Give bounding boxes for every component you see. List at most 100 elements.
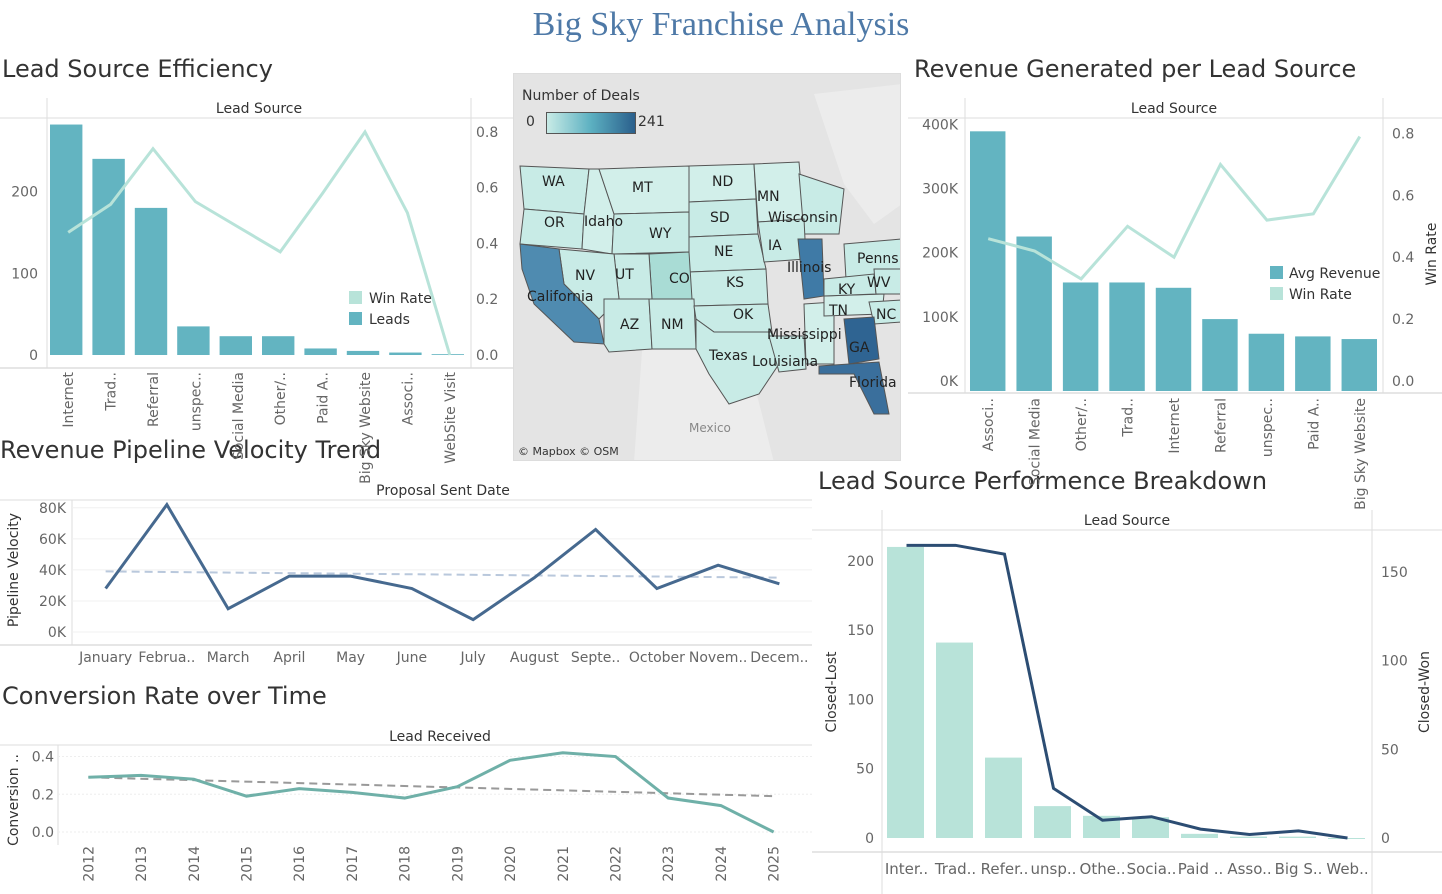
state-label: Wisconsin (768, 210, 838, 226)
state-label: GA (849, 340, 870, 356)
y-tick-left: 200 (847, 554, 874, 570)
x-tick-label: Trad.. (1121, 398, 1137, 438)
state-label: NM (661, 317, 684, 333)
state-louisiana (768, 335, 807, 373)
panel-title-revenue-per-lead-source: Revenue Generated per Lead Source (914, 55, 1357, 83)
y-tick-left: 100 (847, 692, 874, 708)
y-tick-right: 150 (1381, 565, 1408, 581)
x-tick-label: Trad.. (104, 372, 120, 412)
state-label: California (527, 289, 593, 305)
state-label: NE (714, 244, 733, 260)
y-tick-right: 0.8 (1392, 126, 1414, 142)
country-label: Mexico (689, 421, 731, 435)
state-wisconsin (798, 173, 845, 235)
x-tick-label: Socia.. (1127, 860, 1177, 878)
y-tick-right: 0.0 (476, 348, 498, 364)
bar-avg-revenue (1295, 336, 1331, 391)
state-label: AZ (620, 317, 639, 333)
state-label: SD (710, 210, 730, 226)
y-tick: 80K (39, 501, 67, 517)
x-tick-label: unspec.. (188, 372, 204, 431)
state-label: KS (726, 275, 744, 291)
state-label: CO (669, 271, 690, 287)
bar-leads (346, 350, 380, 355)
y-tick-left: 100K (922, 310, 959, 326)
y-tick: 0K (48, 625, 67, 641)
state-label: ND (712, 174, 733, 190)
state-label: UT (615, 267, 634, 283)
bar-leads (389, 352, 422, 355)
line-conversion-rate (88, 751, 775, 834)
y-tick: 40K (39, 563, 67, 579)
x-tick-label: 2017 (345, 846, 361, 882)
bar-leads (177, 326, 210, 355)
x-tick-label: Asso.. (1227, 860, 1271, 878)
state-wv (873, 268, 900, 295)
bar-avg-revenue (1248, 333, 1285, 391)
panel-title-conversion-rate: Conversion Rate over Time (2, 682, 327, 710)
panel-title-lead-source-efficiency: Lead Source Efficiency (2, 55, 273, 83)
x-tick-label: 2019 (450, 846, 466, 882)
x-tick-label: April (273, 650, 305, 666)
state-label: Florida (849, 375, 897, 391)
map-canvas[interactable]: WA OR Idaho MT WY ND SD NE MN Wisconsin IA Illinois… (514, 74, 901, 461)
x-tick-label: Septe.. (571, 650, 620, 666)
legend-label: Win Rate (1289, 287, 1352, 303)
x-tick-label: Social Media (1028, 398, 1044, 486)
x-tick-label: Associ.. (981, 398, 997, 451)
y-axis-label: Pipeline Velocity (6, 513, 22, 627)
x-tick-label: 2012 (81, 846, 97, 882)
y-tick-right: 0.8 (476, 125, 498, 141)
x-tick-label: 2024 (714, 846, 730, 882)
x-tick-label: 2018 (398, 846, 414, 882)
trend-line (105, 570, 780, 579)
x-tick-label: Big Sky Website (358, 372, 374, 484)
x-tick-label: 2021 (556, 846, 572, 882)
legend-swatch-avg-revenue (1270, 266, 1283, 279)
y-tick-left: 200K (922, 246, 959, 262)
map-legend: Number of Deals 0 241 (522, 88, 665, 134)
chart-header: Lead Received (389, 729, 491, 745)
deals-map[interactable]: WA OR Idaho MT WY ND SD NE MN Wisconsin IA Illinois… (513, 73, 901, 461)
bar-closed-lost (1279, 836, 1316, 838)
state-label: Texas (708, 348, 748, 364)
dashboard-title: Big Sky Franchise Analysis (532, 6, 910, 43)
state-label: NV (575, 268, 595, 284)
x-tick-label: January (78, 650, 132, 666)
state-ga (843, 316, 880, 365)
line-closed-won (906, 543, 1348, 840)
x-tick-label: 2020 (503, 846, 519, 882)
state-florida (818, 361, 890, 415)
state-label: TN (828, 303, 848, 319)
x-tick-label: Internet (1167, 397, 1183, 453)
trend-line (88, 776, 774, 798)
bar-leads (431, 354, 464, 355)
y-tick-left: 300K (922, 182, 959, 198)
y-tick-left: 50 (856, 762, 874, 778)
y-tick-right: 0.6 (1392, 188, 1414, 204)
bar-closed-lost (1034, 806, 1071, 838)
state-label: MT (632, 180, 653, 196)
x-tick-label: Paid A.. (1306, 398, 1322, 450)
bar-avg-revenue (1341, 339, 1377, 391)
x-tick-label: August (510, 650, 560, 666)
state-label: Mississippi (767, 327, 842, 343)
bar-avg-revenue (1109, 282, 1145, 391)
state-label: OR (544, 215, 565, 231)
bar-avg-revenue (1155, 287, 1192, 391)
y-tick-right: 0.4 (476, 236, 498, 252)
bar-closed-lost (1181, 833, 1218, 838)
x-tick-label: Februa.. (138, 650, 195, 666)
y-tick-left: 0 (29, 348, 38, 364)
y-tick-right: 0.2 (1392, 312, 1414, 328)
line-pipeline-velocity (104, 501, 780, 622)
chart-header: Lead Source (1131, 101, 1217, 117)
bar-avg-revenue (1202, 319, 1238, 391)
panel-title-performance-breakdown: Lead Source Performence Breakdown (818, 467, 1268, 495)
x-tick-label: Inter.. (885, 860, 928, 878)
bar-avg-revenue (1062, 282, 1099, 391)
x-tick-label: 2015 (240, 846, 256, 882)
